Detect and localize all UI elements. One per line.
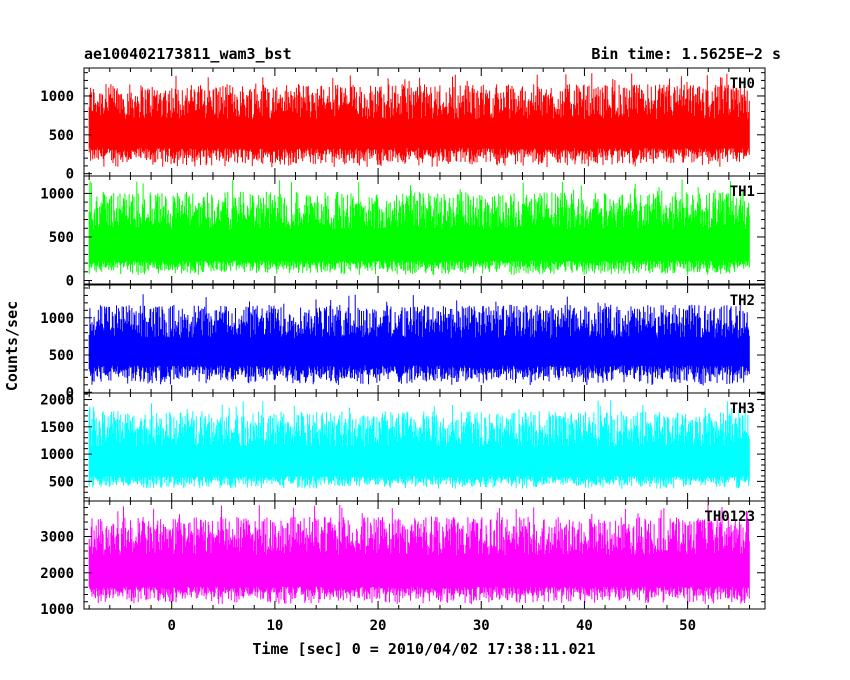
panel-label-th2: TH2 <box>730 293 755 309</box>
series-line-th0123 <box>88 504 750 605</box>
x-axis-label: Time [sec] 0 = 2010/04/02 17:38:11.021 <box>252 640 595 658</box>
y-tick-label: 2000 <box>40 566 74 582</box>
panel-label-th0123: TH0123 <box>704 509 755 525</box>
x-tick-label: 0 <box>167 618 175 634</box>
panel-label-th3: TH3 <box>730 401 755 417</box>
panel-label-th1: TH1 <box>730 184 755 200</box>
y-tick-label: 0 <box>66 274 74 290</box>
bin-time-label: Bin time: 1.5625E−2 s <box>591 45 781 63</box>
y-tick-label: 500 <box>49 474 74 490</box>
y-tick-label: 0 <box>66 167 74 183</box>
y-tick-label: 1000 <box>40 186 74 202</box>
x-tick-label: 30 <box>473 618 490 634</box>
y-tick-label: 2000 <box>40 393 74 409</box>
series-line-th0 <box>88 73 750 168</box>
y-tick-label: 500 <box>49 230 74 246</box>
y-tick-label: 1500 <box>40 420 74 436</box>
y-tick-label: 1000 <box>40 311 74 327</box>
panel-frame <box>83 175 766 285</box>
chart-title: ae100402173811_wam3_bst <box>84 45 292 63</box>
x-tick-label: 10 <box>266 618 283 634</box>
series-line-th3 <box>88 400 750 489</box>
y-tick-label: 1000 <box>40 89 74 105</box>
y-axis-label: Counts/sec <box>3 301 21 391</box>
panel-label-th0: TH0 <box>730 76 755 92</box>
y-tick-label: 1000 <box>40 602 74 618</box>
x-tick-label: 40 <box>576 618 593 634</box>
y-tick-label: 1000 <box>40 447 74 463</box>
panel-frame <box>83 500 766 610</box>
series-line-th2 <box>88 294 750 386</box>
panel-th2: 0 500 1000 TH2 <box>40 284 766 401</box>
y-tick-label: 500 <box>49 128 74 144</box>
y-tick-label: 3000 <box>40 530 74 546</box>
panel-th1: 0 500 1000 TH1 <box>40 175 766 290</box>
x-tick-label: 50 <box>679 618 696 634</box>
panel-th0: 0 500 1000 TH0 <box>40 67 766 183</box>
y-tick-label: 500 <box>49 348 74 364</box>
x-tick-label: 20 <box>370 618 387 634</box>
panel-th0123: 1000 2000 3000 TH0123 <box>40 500 766 618</box>
series-line-th1 <box>88 179 750 276</box>
y-tick-label: 0 <box>66 385 74 401</box>
panel-th3: 500 1000 1500 2000 TH3 <box>40 392 766 502</box>
